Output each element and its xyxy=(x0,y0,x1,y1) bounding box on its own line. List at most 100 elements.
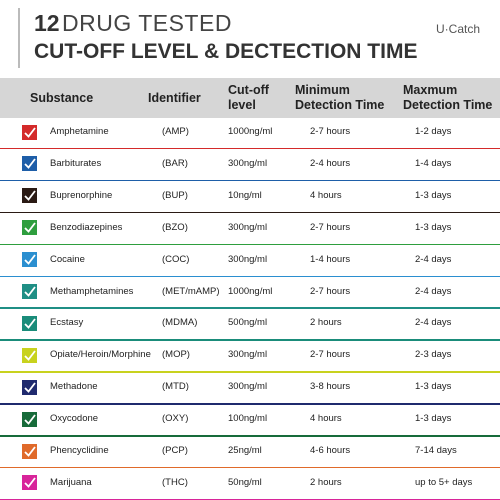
cell: (BZO) xyxy=(162,221,188,233)
cell: 1-3 days xyxy=(415,381,452,393)
cell: 50ng/ml xyxy=(228,476,262,488)
cell: (MET/mAMP) xyxy=(162,285,220,297)
cell: 25ng/ml xyxy=(228,445,262,456)
cell: Opiate/Heroin/Morphine xyxy=(50,349,151,361)
cell: Oxycodone xyxy=(50,413,99,425)
check-mark xyxy=(24,286,36,297)
cell: 300ng/ml xyxy=(228,381,268,393)
check-mark xyxy=(24,126,36,138)
row-rule xyxy=(0,275,500,277)
row-rule xyxy=(0,371,500,373)
brand: U·Catch xyxy=(436,22,481,36)
column-header: Minimum Detection Time xyxy=(295,83,385,112)
row-rule xyxy=(0,466,500,469)
cell: Ecstasy xyxy=(50,317,84,329)
cell: 4-6 hours xyxy=(310,445,351,456)
cell: (MOP) xyxy=(162,349,190,361)
check-icon xyxy=(22,124,37,140)
cell: 10ng/ml xyxy=(228,189,262,201)
row-rule xyxy=(0,243,500,246)
check-icon xyxy=(22,284,37,299)
column-header: Substance xyxy=(30,91,94,105)
column-header: Cut-off level xyxy=(228,83,269,112)
check-mark xyxy=(24,382,36,393)
divider xyxy=(18,8,20,68)
cell: 2 hours xyxy=(310,476,342,488)
check-icon xyxy=(22,220,37,236)
cell: 2 hours xyxy=(310,317,342,329)
row-rule xyxy=(0,179,500,182)
cell: 300ng/ml xyxy=(228,221,268,233)
check-mark xyxy=(24,477,36,489)
cell: (BUP) xyxy=(162,189,188,201)
table-header xyxy=(0,78,500,118)
cell: 4 hours xyxy=(310,413,342,425)
subtitle: CUT-OFF LEVEL & DECTECTION TIME xyxy=(34,40,418,63)
cell: Phencyclidine xyxy=(50,445,109,456)
cell: (COC) xyxy=(162,253,190,265)
cell: 2-7 hours xyxy=(310,285,351,297)
check-mark xyxy=(24,254,36,265)
cell: 500ng/ml xyxy=(228,317,268,329)
cell: Benzodiazepines xyxy=(50,221,123,233)
cell: (MTD) xyxy=(162,381,189,393)
check-mark xyxy=(24,414,36,425)
cell: 1-2 days xyxy=(415,126,452,137)
cell: 7-14 days xyxy=(415,445,457,456)
check-icon xyxy=(22,188,37,204)
cell: (BAR) xyxy=(162,157,188,169)
cell: 300ng/ml xyxy=(228,157,268,169)
column-header: Maxmum Detection Time xyxy=(403,83,493,112)
title-number: 12 xyxy=(34,10,60,36)
check-icon xyxy=(22,411,37,427)
cell: 3-8 hours xyxy=(310,381,351,393)
cell: (OXY) xyxy=(162,413,189,425)
row-rule xyxy=(0,307,500,309)
cell: 100ng/ml xyxy=(228,413,268,425)
row-rule xyxy=(0,403,500,405)
cell: 1-4 days xyxy=(415,157,452,169)
cell: Buprenorphine xyxy=(50,189,113,201)
row-rule xyxy=(0,498,500,500)
cell: up to 5+ days xyxy=(415,476,473,488)
check-icon xyxy=(22,252,37,268)
row-rule xyxy=(0,211,500,214)
cell: 2-4 days xyxy=(415,253,452,265)
cell: 1-3 days xyxy=(415,221,452,233)
cell: 1000ng/ml xyxy=(228,126,273,137)
row-rule xyxy=(0,339,500,341)
check-mark xyxy=(24,190,36,202)
cell: (AMP) xyxy=(162,126,189,137)
row-rule xyxy=(0,435,500,437)
check-icon xyxy=(22,156,37,172)
cell: 2-3 days xyxy=(415,349,452,361)
check-icon xyxy=(22,347,37,363)
cell: Barbiturates xyxy=(50,157,102,169)
cell: 2-7 hours xyxy=(310,221,351,233)
column-header: Identifier xyxy=(148,91,201,105)
cell: 2-4 days xyxy=(415,285,452,297)
cell: (MDMA) xyxy=(162,317,198,329)
cell: 1-3 days xyxy=(415,413,452,425)
cell: (THC) xyxy=(162,476,188,488)
cell: (PCP) xyxy=(162,445,188,456)
cell: Marijuana xyxy=(50,476,92,488)
check-icon xyxy=(22,443,37,459)
cell: 300ng/ml xyxy=(228,349,268,361)
cell: 300ng/ml xyxy=(228,253,268,265)
check-mark xyxy=(24,158,36,170)
cell: 1000ng/ml xyxy=(228,285,273,297)
cell: 1-4 hours xyxy=(310,253,351,265)
cell: 2-7 hours xyxy=(310,349,351,361)
cell: 2-7 hours xyxy=(310,126,351,137)
cell: 2-4 hours xyxy=(310,157,351,169)
row-rule xyxy=(0,147,500,150)
check-mark xyxy=(24,222,36,234)
check-mark xyxy=(24,445,36,457)
check-mark xyxy=(24,318,36,329)
cell: Methadone xyxy=(50,381,98,393)
check-mark xyxy=(24,350,36,361)
cell: 4 hours xyxy=(310,189,342,201)
check-icon xyxy=(22,379,37,395)
